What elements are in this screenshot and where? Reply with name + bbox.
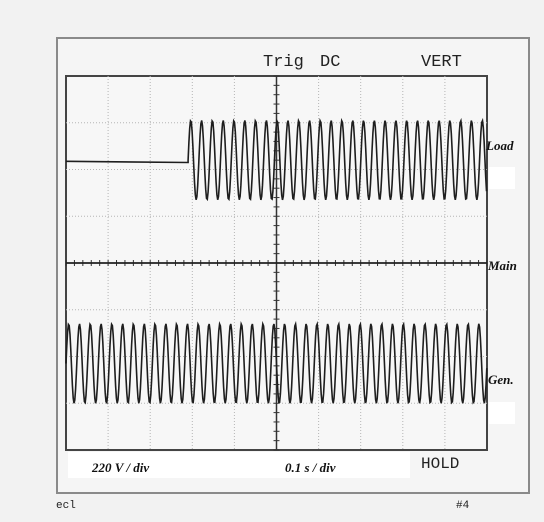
volts-per-div: 220 V / div [92,460,150,475]
corner-label: ecl [56,500,76,512]
trigger-label: Trig [263,53,304,72]
trace-label-gen: Gen. [488,372,514,387]
gen-marker-box [489,402,515,424]
vertical-mode-label: VERT [421,53,462,72]
trace-label-load: Load [486,138,514,153]
trace-label-main: Main [488,258,517,273]
coupling-label: DC [320,53,341,72]
page-number: #4 [456,500,470,512]
waveform-traces [65,117,488,405]
trace-load [65,117,488,202]
load-marker-box [489,167,515,189]
time-per-div: 0.1 s / div [285,460,336,475]
scale-panel [68,452,410,478]
trace-gen [65,320,488,405]
hold-indicator: HOLD [421,455,460,473]
